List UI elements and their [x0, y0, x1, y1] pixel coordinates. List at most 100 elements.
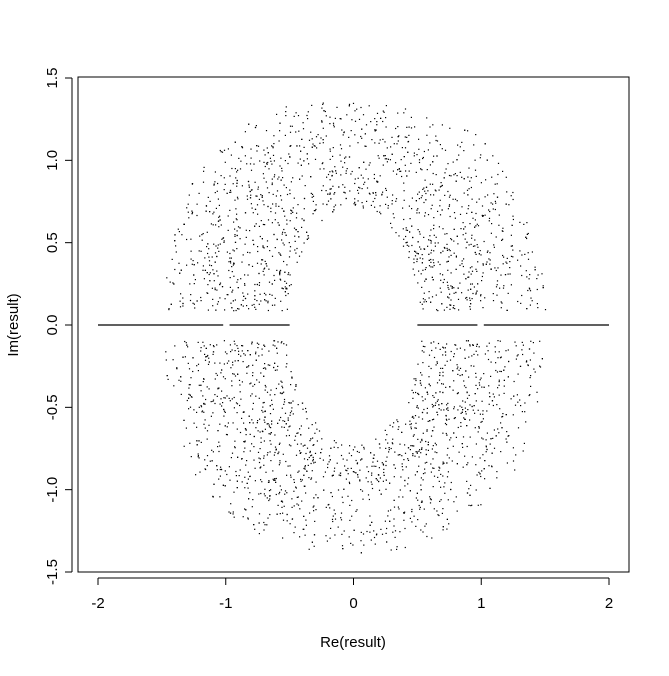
data-point: [234, 440, 236, 442]
data-point: [406, 126, 408, 128]
data-point: [442, 508, 444, 510]
data-point: [351, 515, 353, 517]
data-point: [202, 265, 204, 267]
data-point: [299, 145, 301, 147]
data-point: [290, 371, 292, 373]
data-point: [502, 230, 504, 232]
data-point: [433, 508, 435, 510]
data-point: [236, 248, 238, 250]
data-point: [262, 259, 264, 261]
data-point: [482, 215, 484, 217]
data-point: [270, 460, 272, 462]
data-point: [413, 434, 415, 436]
data-point: [375, 192, 377, 194]
data-point: [300, 164, 302, 166]
data-point: [466, 296, 468, 299]
data-point: [410, 426, 412, 428]
data-point: [305, 407, 307, 410]
data-point: [312, 200, 314, 202]
data-point: [215, 224, 217, 226]
data-point: [405, 170, 407, 172]
data-point: [432, 266, 434, 268]
data-point: [285, 435, 288, 437]
data-point: [251, 304, 253, 306]
data-point: [178, 379, 180, 381]
data-point: [221, 390, 223, 392]
data-point: [433, 356, 436, 359]
data-point: [303, 467, 305, 470]
data-point: [319, 457, 321, 459]
data-point: [456, 175, 458, 177]
data-point: [254, 528, 256, 530]
data-point: [461, 406, 463, 408]
data-point: [226, 192, 228, 194]
data-point: [383, 111, 385, 113]
data-point: [352, 471, 354, 473]
data-point: [334, 467, 336, 469]
data-point: [333, 440, 335, 442]
data-point: [279, 272, 281, 274]
data-point: [242, 254, 244, 256]
data-point: [267, 300, 269, 302]
data-point: [360, 540, 362, 542]
data-point: [216, 374, 218, 376]
data-point: [425, 199, 427, 201]
data-point: [252, 499, 254, 501]
data-point: [226, 353, 228, 355]
data-point: [448, 297, 450, 299]
data-point: [512, 414, 514, 416]
data-point: [479, 457, 481, 459]
data-point: [370, 121, 372, 123]
data-point: [472, 344, 474, 346]
data-point: [398, 496, 400, 498]
data-point: [417, 438, 419, 440]
data-point: [179, 306, 182, 308]
data-point: [416, 451, 418, 453]
data-point: [297, 162, 299, 164]
data-point: [520, 405, 522, 407]
data-point: [286, 308, 288, 310]
data-point: [226, 434, 228, 436]
data-point: [420, 489, 422, 491]
data-point: [489, 263, 491, 265]
data-point: [187, 346, 189, 348]
data-point: [421, 500, 423, 502]
data-point: [274, 279, 276, 281]
data-point: [428, 354, 431, 356]
data-point: [480, 504, 482, 506]
data-point: [529, 288, 531, 290]
data-point: [483, 386, 485, 388]
data-point: [223, 189, 225, 191]
data-point: [478, 198, 480, 200]
data-point: [327, 200, 330, 202]
data-point: [290, 410, 293, 412]
data-point: [199, 471, 201, 473]
data-point: [199, 235, 201, 237]
data-point: [220, 466, 222, 468]
data-point: [190, 258, 192, 260]
data-point: [391, 200, 393, 202]
data-point: [268, 481, 270, 483]
data-point: [219, 468, 221, 471]
data-point: [414, 474, 416, 476]
data-point: [272, 146, 274, 148]
data-point: [218, 216, 220, 218]
data-point: [495, 369, 497, 372]
data-point: [235, 475, 237, 477]
data-point: [236, 219, 238, 221]
data-point: [435, 174, 437, 176]
data-point: [418, 456, 420, 458]
data-point: [326, 540, 328, 542]
data-point: [263, 521, 265, 524]
data-point: [439, 348, 441, 350]
data-point: [385, 460, 387, 462]
data-point: [402, 496, 404, 498]
data-point: [286, 193, 289, 196]
data-point: [283, 244, 285, 246]
data-point: [517, 373, 519, 375]
data-point: [292, 177, 294, 179]
data-point: [307, 235, 309, 237]
data-point: [203, 411, 205, 413]
data-point: [276, 190, 279, 192]
data-point: [329, 123, 331, 125]
